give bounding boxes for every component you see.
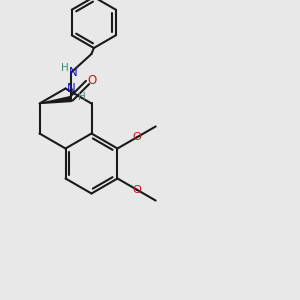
Text: O: O — [133, 132, 141, 142]
Text: O: O — [133, 185, 141, 195]
Text: N: N — [69, 65, 77, 79]
Text: H: H — [61, 63, 68, 73]
Polygon shape — [40, 97, 71, 104]
Text: N: N — [67, 82, 76, 95]
Text: H: H — [78, 92, 86, 102]
Text: O: O — [88, 74, 97, 88]
